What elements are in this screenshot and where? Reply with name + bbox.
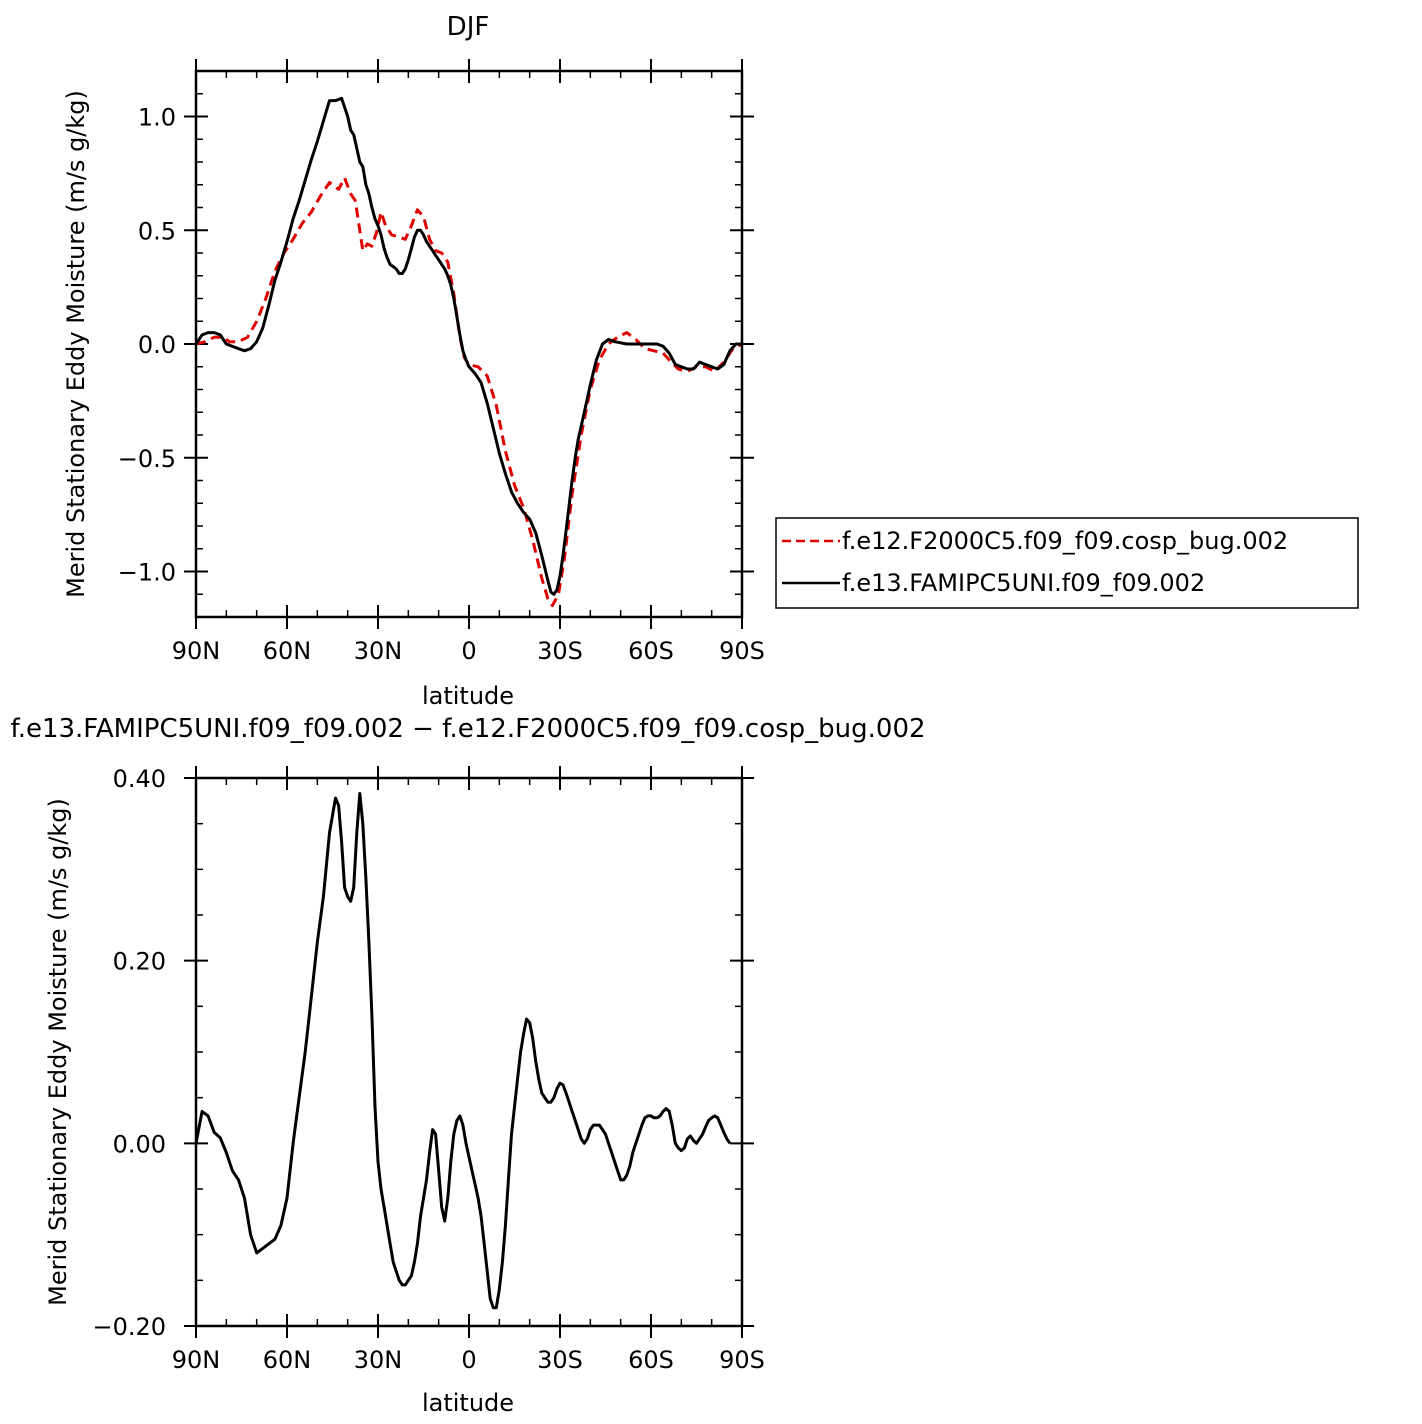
x-tick-label: 90S — [719, 637, 765, 665]
series-group-top — [194, 96, 743, 608]
plot-frame-bottom — [194, 776, 744, 1328]
series-line-bottom-0 — [194, 792, 732, 1310]
tick-group-top — [184, 59, 754, 629]
x-tick-label: 30N — [354, 1346, 403, 1374]
y-tick-label: 0.20 — [113, 948, 166, 976]
legend: f.e12.F2000C5.f09_f09.cosp_bug.002 f.e13… — [775, 517, 1359, 609]
x-axis-label-top: latitude — [422, 682, 514, 710]
legend-label-0: f.e12.F2000C5.f09_f09.cosp_bug.002 — [842, 527, 1288, 555]
x-tick-label: 0 — [461, 637, 476, 665]
tick-group-bottom — [184, 766, 754, 1338]
x-tick-label: 60N — [263, 637, 312, 665]
x-tick-label: 30S — [537, 1346, 583, 1374]
plot-frame-top — [194, 69, 744, 619]
legend-label-1: f.e13.FAMIPC5UNI.f09_f09.002 — [842, 569, 1205, 597]
y-axis-label-top: Merid Stationary Eddy Moisture (m/s g/kg… — [62, 90, 90, 598]
y-tick-label: −0.20 — [92, 1313, 166, 1341]
y-tick-label: 0.40 — [113, 765, 166, 793]
y-tick-label: 1.0 — [138, 104, 176, 132]
y-tick-label: 0.00 — [113, 1130, 166, 1158]
x-tick-label: 60N — [263, 1346, 312, 1374]
chart-title-top: DJF — [447, 12, 490, 42]
y-tick-label: −0.5 — [118, 445, 176, 473]
y-tick-label: 0.5 — [138, 217, 176, 245]
chart-top: DJF 90N 60N 30N 0 30S 60S 90S 1.0 0.5 0.0 −0.5 −1.0… — [62, 12, 765, 710]
x-tick-label: 60S — [628, 637, 674, 665]
y-tick-label: 0.0 — [138, 331, 176, 359]
x-tick-label: 0 — [461, 1346, 476, 1374]
x-axis-label-bottom: latitude — [422, 1389, 514, 1417]
series-line-top-0 — [195, 176, 743, 608]
x-tick-label: 30N — [354, 637, 403, 665]
chart-bottom: f.e13.FAMIPC5UNI.f09_f09.002 − f.e12.F20… — [10, 714, 925, 1417]
x-tick-label: 30S — [537, 637, 583, 665]
tick-labels-top: 90N 60N 30N 0 30S 60S 90S 1.0 0.5 0.0 −0.5 −1.0 — [118, 104, 765, 666]
series-group-bottom — [194, 792, 732, 1310]
series-line-top-1 — [194, 96, 742, 596]
y-axis-label-bottom: Merid Stationary Eddy Moisture (m/s g/kg… — [44, 798, 72, 1306]
tick-labels-bottom: 90N 60N 30N 0 30S 60S 90S 0.40 0.20 0.00 −0.20 — [92, 765, 764, 1374]
x-tick-label: 90N — [172, 637, 221, 665]
legend-box — [775, 517, 1359, 609]
chart-title-bottom: f.e13.FAMIPC5UNI.f09_f09.002 − f.e12.F20… — [10, 714, 925, 744]
y-tick-label: −1.0 — [118, 559, 176, 587]
x-tick-label: 60S — [628, 1346, 674, 1374]
x-tick-label: 90S — [719, 1346, 765, 1374]
x-tick-label: 90N — [172, 1346, 221, 1374]
